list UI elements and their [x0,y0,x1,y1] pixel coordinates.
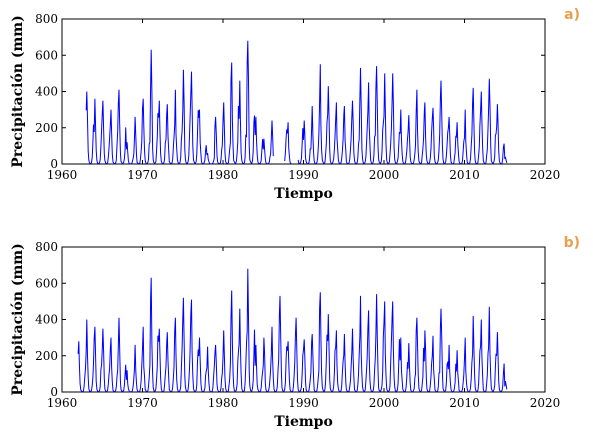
x-tick-label: 2020 [530,168,561,182]
x-tick-label: 1970 [127,396,158,410]
chart-panel-a: 1960 1970 1980 1990 2000 2010 2020 0 200 400 600 80… [10,7,580,202]
y-tick-label: 600 [35,48,58,62]
y-axis-label: Precipitación (mm) [10,243,26,395]
precipitation-series-line [284,122,292,165]
y-tick-label: 200 [35,349,58,363]
y-tick-label: 800 [35,240,58,254]
x-tick-label: 1970 [127,168,158,182]
x-axis-label: Tiempo [274,186,333,202]
x-tick-label: 1960 [47,396,78,410]
x-tick-label: 2000 [369,168,400,182]
y-tick-label: 0 [50,157,58,171]
x-tick-label: 1990 [288,396,319,410]
x-tick-label: 1990 [288,168,319,182]
x-tick-label: 1980 [208,168,239,182]
precipitation-series-line [77,268,508,393]
chart-panel-b: 1960 1970 1980 1990 2000 2010 2020 0 200 400 600 80… [10,235,580,430]
panel-label: a) [564,7,580,23]
x-tick-label: 2010 [449,396,480,410]
y-tick-label: 400 [35,85,58,99]
x-tick-label: 1980 [208,396,239,410]
precipitation-series-line [297,64,508,165]
x-tick-label: 2020 [530,396,561,410]
y-axis-label: Precipitación (mm) [10,15,26,167]
x-tick-label: 2010 [449,168,480,182]
y-tick-label: 800 [35,12,58,26]
precipitation-series-line [85,40,274,165]
y-tick-label: 0 [50,385,58,399]
panel-label: b) [564,235,580,251]
x-tick-label: 1960 [47,168,78,182]
y-tick-label: 600 [35,276,58,290]
y-tick-label: 200 [35,121,58,135]
x-tick-label: 2000 [369,396,400,410]
x-axis-label: Tiempo [274,414,333,430]
y-tick-label: 400 [35,313,58,327]
